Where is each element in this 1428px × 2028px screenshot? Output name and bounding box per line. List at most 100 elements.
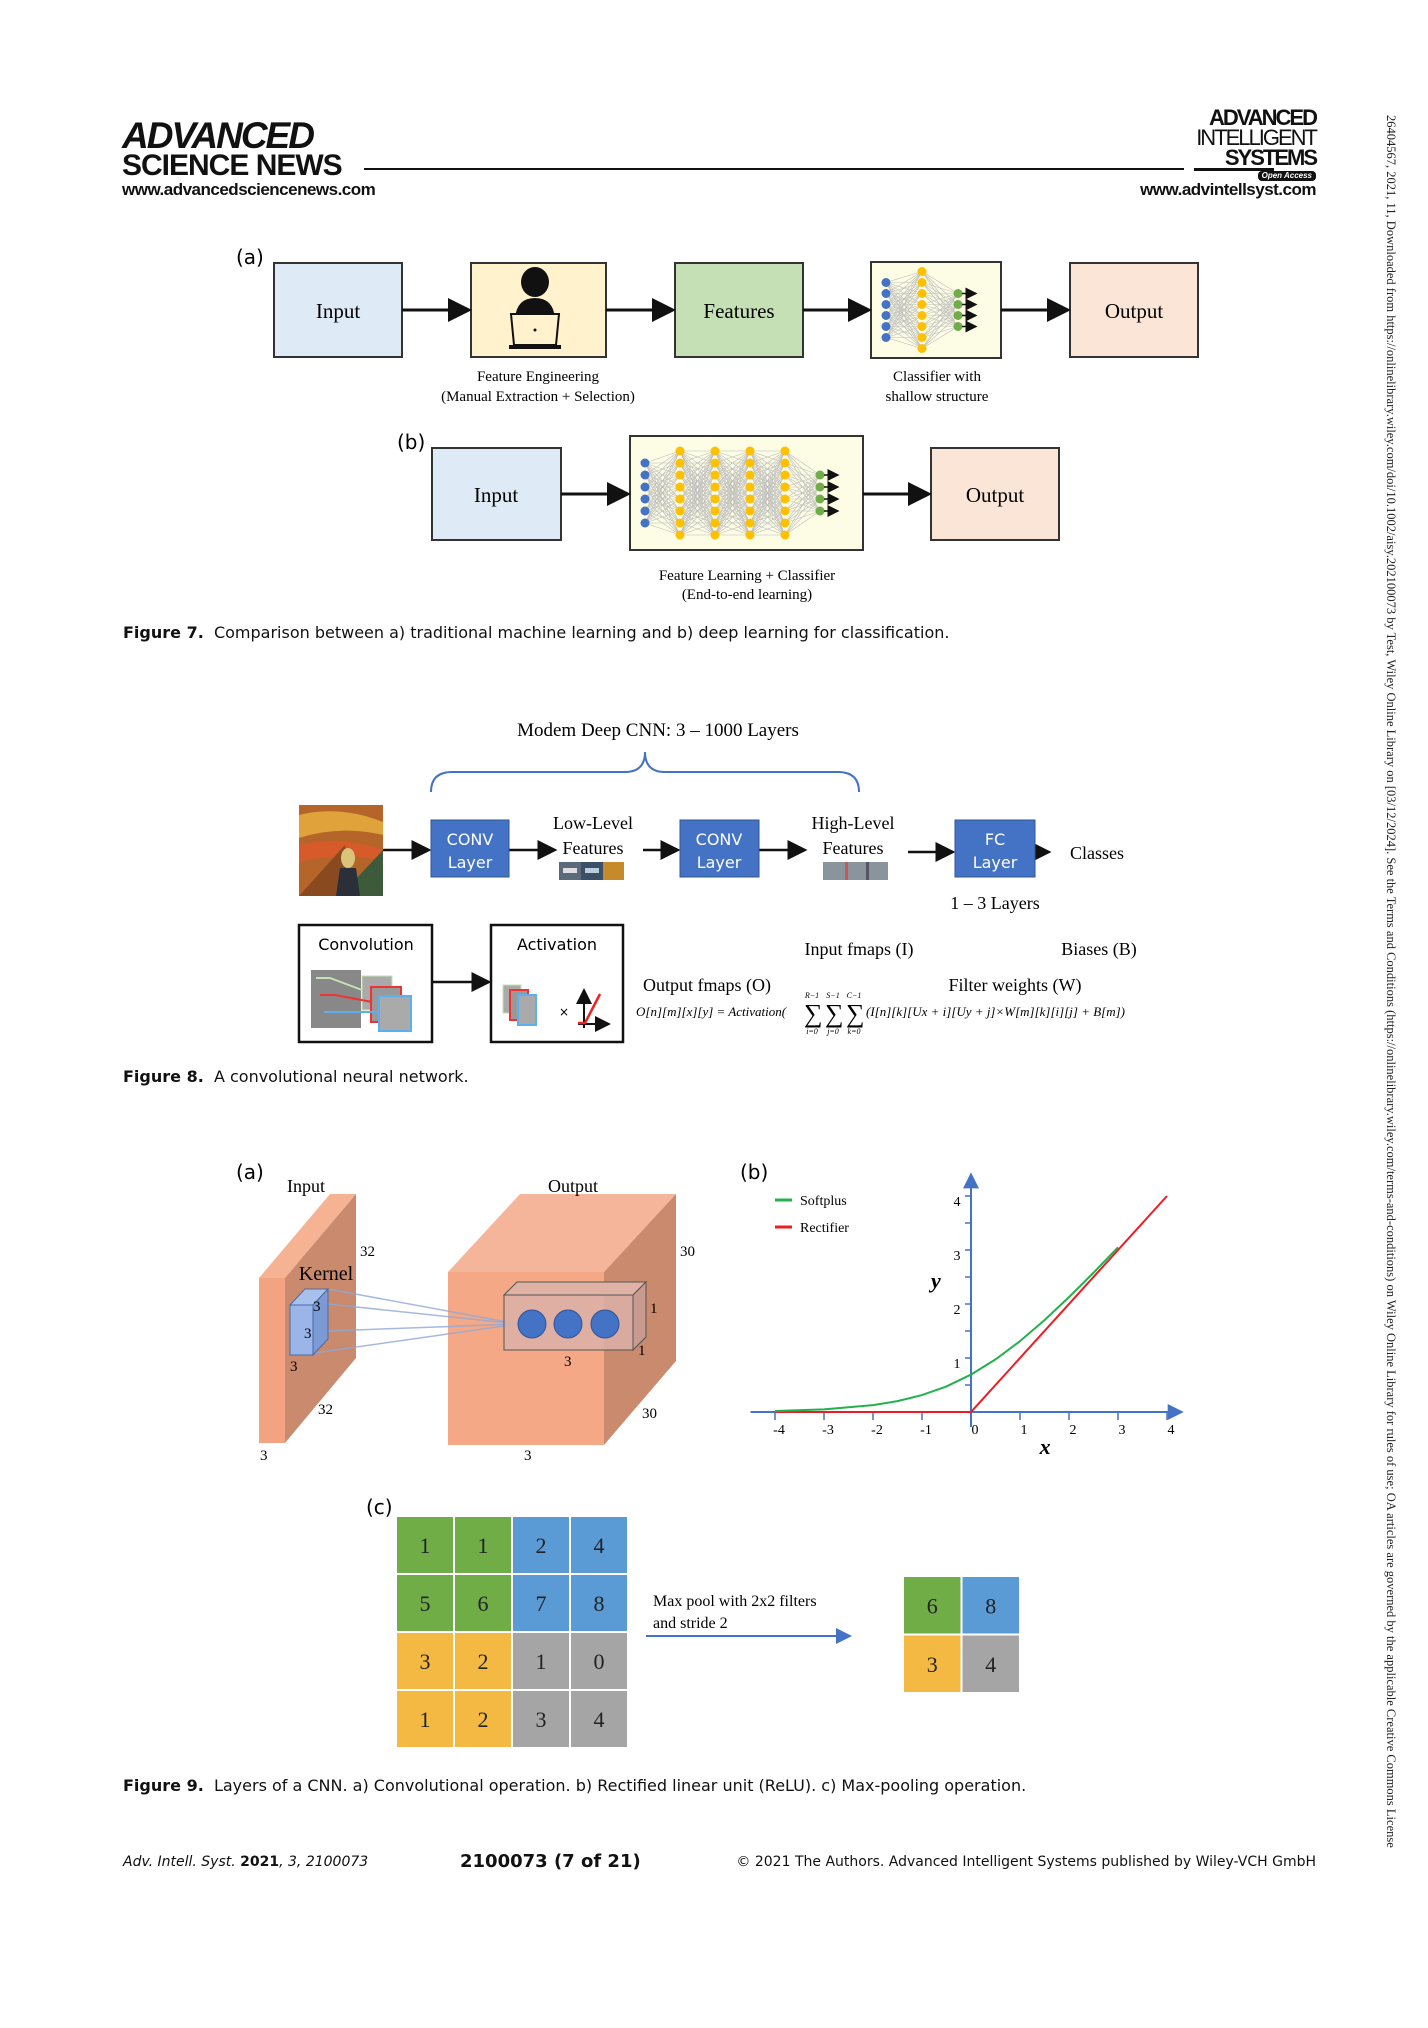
panel-label: (b) — [740, 1160, 768, 1184]
nn-node — [917, 267, 927, 276]
nn-edge — [679, 474, 716, 536]
nn-node — [710, 482, 720, 492]
x-tick-label: 2 — [1070, 1423, 1077, 1438]
input-grid-value: 3 — [536, 1707, 547, 1732]
nn-edge — [749, 450, 786, 524]
input-grid-value: 1 — [478, 1533, 489, 1558]
sum-top: C−1 — [847, 991, 862, 1000]
nn-edge — [679, 486, 716, 536]
nn-edge — [679, 498, 716, 536]
high-level-label: Features — [823, 838, 884, 858]
y-axis-label: y — [928, 1268, 941, 1293]
nn-edge — [714, 462, 751, 536]
dim-label: 1 — [650, 1301, 658, 1317]
x-tick-label: 0 — [972, 1423, 979, 1438]
nn-edge — [749, 522, 786, 536]
nn-node — [917, 300, 927, 309]
nn-edge — [679, 450, 716, 536]
nn-edge — [749, 450, 786, 512]
nn-node — [640, 458, 650, 468]
sum-sign: ∑ — [825, 999, 844, 1028]
nn-edge — [784, 474, 821, 524]
input-grid-cell — [511, 1573, 571, 1633]
input-grid-value: 5 — [420, 1591, 431, 1616]
right-url[interactable]: www.advintellsyst.com — [1140, 180, 1316, 199]
nn-edge — [679, 522, 716, 536]
person-laptop-icon — [509, 267, 561, 349]
nn-node — [745, 518, 755, 528]
nn-node — [675, 518, 685, 528]
copyright: © 2021 The Authors. Advanced Intelligent… — [736, 1854, 1316, 1870]
nn-node — [881, 311, 891, 320]
sum-top: S−1 — [826, 991, 839, 1000]
nn-node — [953, 300, 963, 309]
kernel-label: Kernel — [299, 1263, 354, 1285]
logo-line1: ADVANCED — [1208, 105, 1318, 130]
panel-label: (c) — [366, 1495, 393, 1519]
conv2-label: Layer — [697, 853, 742, 872]
nn-edge — [784, 510, 821, 536]
left-url[interactable]: www.advancedsciencenews.com — [122, 180, 376, 199]
input-grid-cell — [511, 1689, 571, 1749]
panel-label: (a) — [236, 245, 264, 269]
nn-node — [780, 458, 790, 468]
advanced-science-news-logo: ADVANCED SCIENCE NEWS — [122, 117, 343, 182]
nn-edge — [679, 450, 716, 464]
dim-label: 3 — [524, 1448, 532, 1464]
nn-edge — [885, 337, 923, 349]
kernel-projection-lines — [299, 1288, 519, 1356]
output-grid-value: 8 — [985, 1593, 996, 1618]
nn-edge — [749, 450, 786, 476]
nn-node — [745, 506, 755, 516]
activation-illustration: × — [502, 984, 611, 1032]
nn-edge — [714, 486, 751, 536]
nn-edge — [714, 474, 751, 536]
pool-text: Max pool with 2x2 filters — [653, 1593, 817, 1610]
nn-edge — [679, 510, 716, 536]
low-level-label: Features — [563, 838, 624, 858]
logo-line2: SCIENCE NEWS — [122, 149, 343, 182]
nn-edge — [644, 450, 681, 488]
convolution-illustration — [311, 970, 412, 1032]
input-grid-value: 4 — [594, 1707, 605, 1732]
conv2-label: CONV — [696, 830, 743, 849]
times-sign: × — [559, 1005, 569, 1019]
nn-edge — [644, 450, 681, 464]
nn-edge — [714, 450, 751, 464]
input-grid-value: 6 — [478, 1591, 489, 1616]
logo-line2: INTELLIGENT — [1196, 124, 1318, 150]
nn-edge — [644, 450, 681, 524]
nn-node — [710, 446, 720, 456]
nn-node — [881, 300, 891, 309]
nn-node — [917, 289, 927, 298]
nn-edge — [714, 450, 751, 524]
relu-chart: (b) -4 -3 -2 -1 0 1 2 3 4 1 2 3 4 x y Softplus Rectifier — [740, 1160, 1184, 1459]
dim-label: 1 — [638, 1343, 646, 1359]
nn-edge — [885, 271, 923, 283]
nn-node — [953, 322, 963, 331]
nn-edge — [749, 450, 786, 464]
caption-fe-2: (Manual Extraction + Selection) — [441, 389, 635, 405]
nn-edge — [885, 271, 923, 316]
y-tick-label: 2 — [954, 1303, 961, 1318]
caption-text: A convolutional neural network. — [213, 1067, 469, 1086]
nn-edge — [714, 450, 751, 512]
nn-node — [745, 494, 755, 504]
caption-text: Comparison between a) traditional machin… — [213, 623, 950, 642]
biases-label: Biases (B) — [1061, 939, 1137, 960]
input-grid-cell — [395, 1515, 455, 1575]
nn-edge — [885, 282, 923, 338]
nn-edge — [921, 326, 959, 349]
input-grid-value: 3 — [420, 1649, 431, 1674]
nn-node — [710, 470, 720, 480]
nn-edge — [921, 293, 959, 338]
input-label: Input — [474, 483, 518, 507]
input-grid-cell — [395, 1631, 455, 1691]
nn-edge — [921, 293, 959, 327]
nn-node — [710, 506, 720, 516]
caption-label: Figure 9. — [123, 1776, 204, 1795]
nn-edge — [784, 474, 821, 500]
output-label: Output — [1105, 299, 1164, 323]
input-plane-front — [259, 1278, 285, 1443]
